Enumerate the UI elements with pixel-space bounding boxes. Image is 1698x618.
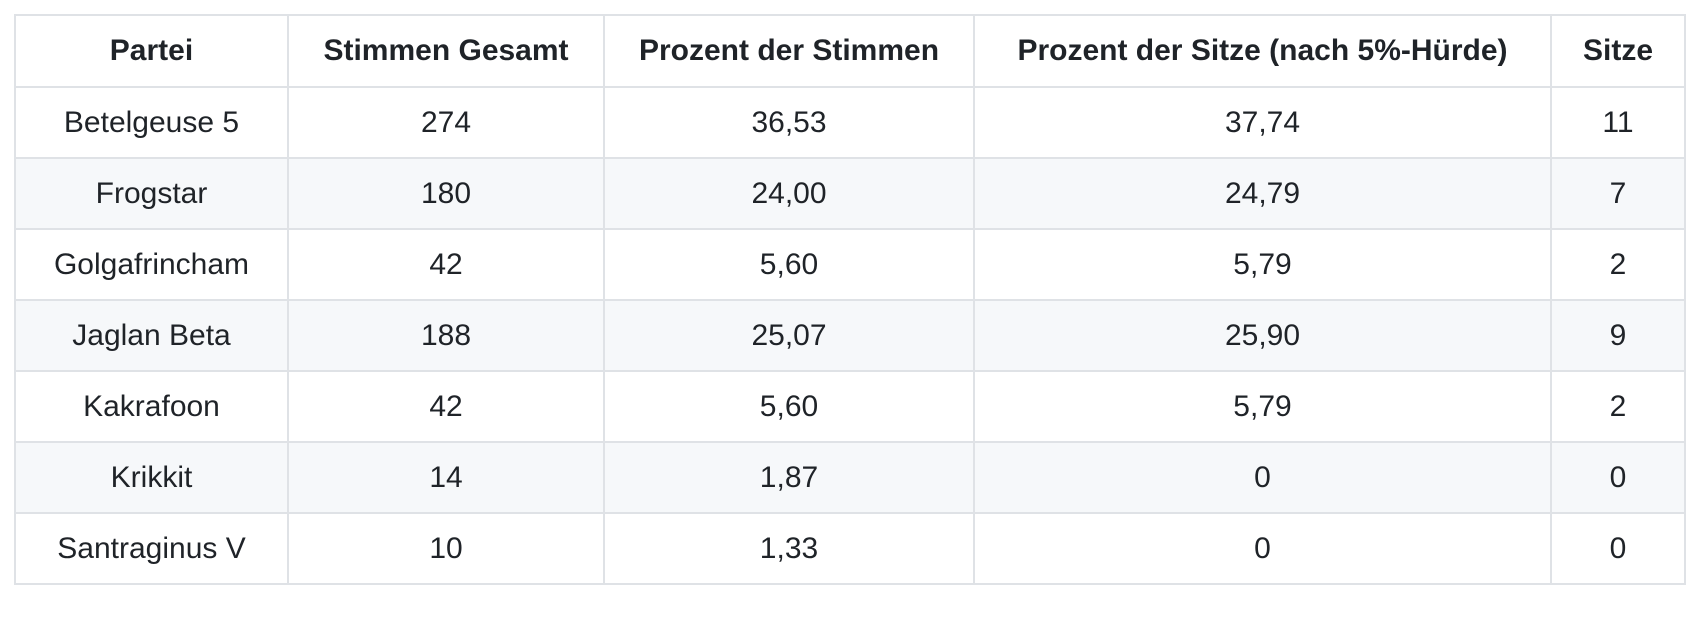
cell-prozent-der-stimmen: 24,00: [603, 157, 975, 230]
document-page: Partei Stimmen Gesamt Prozent der Stimme…: [14, 14, 1686, 585]
table-row-frogstar: Frogstar 180 24,00 24,79 7: [14, 157, 1686, 230]
cell-sitze: 7: [1550, 157, 1686, 230]
election-results-table: Partei Stimmen Gesamt Prozent der Stimme…: [14, 14, 1686, 585]
cell-prozent-der-sitze: 25,90: [973, 299, 1552, 372]
cell-sitze: 9: [1550, 299, 1686, 372]
table-row-krikkit: Krikkit 14 1,87 0 0: [14, 441, 1686, 514]
table-row-jaglan-beta: Jaglan Beta 188 25,07 25,90 9: [14, 299, 1686, 372]
cell-prozent-der-sitze: 37,74: [973, 86, 1552, 159]
cell-partei: Kakrafoon: [14, 370, 289, 443]
table-row-golgafrincham: Golgafrincham 42 5,60 5,79 2: [14, 228, 1686, 301]
cell-prozent-der-stimmen: 1,87: [603, 441, 975, 514]
cell-stimmen-gesamt: 14: [287, 441, 605, 514]
cell-sitze: 11: [1550, 86, 1686, 159]
cell-sitze: 2: [1550, 228, 1686, 301]
cell-prozent-der-sitze: 0: [973, 512, 1552, 585]
table-row-betelgeuse-5: Betelgeuse 5 274 36,53 37,74 11: [14, 86, 1686, 159]
column-header-prozent-der-sitze: Prozent der Sitze (nach 5%-Hürde): [973, 14, 1552, 88]
table-row-santraginus-v: Santraginus V 10 1,33 0 0: [14, 512, 1686, 585]
column-header-stimmen-gesamt: Stimmen Gesamt: [287, 14, 605, 88]
cell-stimmen-gesamt: 188: [287, 299, 605, 372]
header-row: Partei Stimmen Gesamt Prozent der Stimme…: [14, 14, 1686, 88]
cell-partei: Frogstar: [14, 157, 289, 230]
cell-stimmen-gesamt: 10: [287, 512, 605, 585]
cell-stimmen-gesamt: 42: [287, 370, 605, 443]
cell-sitze: 0: [1550, 512, 1686, 585]
cell-partei: Krikkit: [14, 441, 289, 514]
cell-prozent-der-stimmen: 25,07: [603, 299, 975, 372]
cell-partei: Betelgeuse 5: [14, 86, 289, 159]
column-header-sitze: Sitze: [1550, 14, 1686, 88]
table-row-kakrafoon: Kakrafoon 42 5,60 5,79 2: [14, 370, 1686, 443]
cell-prozent-der-sitze: 5,79: [973, 370, 1552, 443]
cell-partei: Santraginus V: [14, 512, 289, 585]
column-header-partei: Partei: [14, 14, 289, 88]
cell-sitze: 0: [1550, 441, 1686, 514]
cell-prozent-der-sitze: 5,79: [973, 228, 1552, 301]
cell-sitze: 2: [1550, 370, 1686, 443]
cell-partei: Golgafrincham: [14, 228, 289, 301]
cell-stimmen-gesamt: 180: [287, 157, 605, 230]
cell-stimmen-gesamt: 42: [287, 228, 605, 301]
cell-prozent-der-stimmen: 5,60: [603, 228, 975, 301]
cell-prozent-der-stimmen: 5,60: [603, 370, 975, 443]
cell-prozent-der-sitze: 0: [973, 441, 1552, 514]
cell-prozent-der-stimmen: 36,53: [603, 86, 975, 159]
cell-prozent-der-stimmen: 1,33: [603, 512, 975, 585]
cell-prozent-der-sitze: 24,79: [973, 157, 1552, 230]
column-header-prozent-der-stimmen: Prozent der Stimmen: [603, 14, 975, 88]
cell-partei: Jaglan Beta: [14, 299, 289, 372]
cell-stimmen-gesamt: 274: [287, 86, 605, 159]
